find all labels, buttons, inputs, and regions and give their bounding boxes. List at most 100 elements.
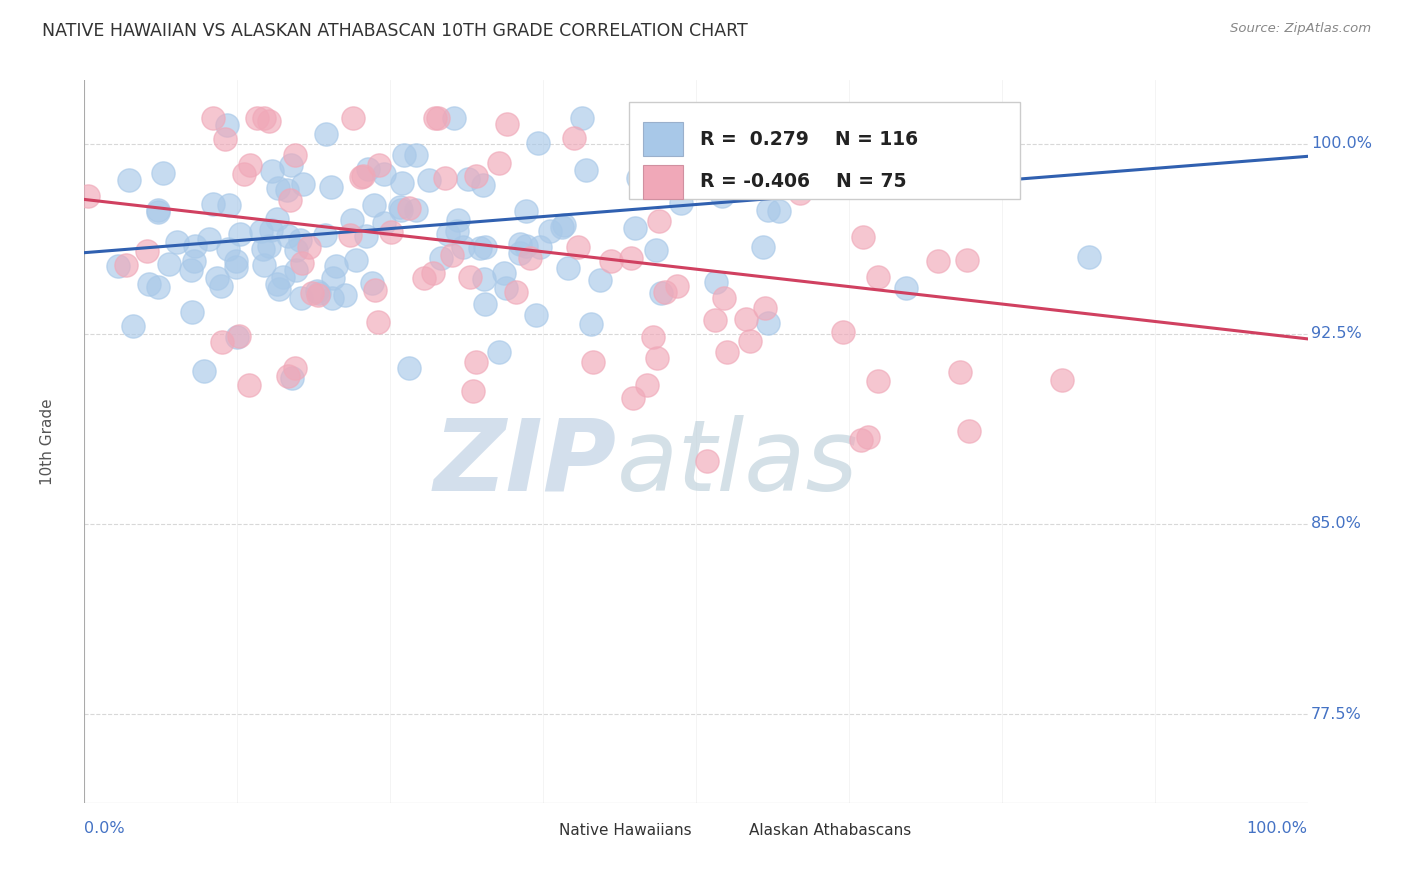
Point xyxy=(465,169,488,183)
Point xyxy=(768,203,790,218)
FancyBboxPatch shape xyxy=(644,165,682,199)
Point xyxy=(472,272,495,286)
Point xyxy=(218,198,240,212)
Point xyxy=(495,281,517,295)
Point xyxy=(599,254,621,268)
Point xyxy=(339,228,361,243)
Point xyxy=(211,335,233,350)
Point xyxy=(250,224,273,238)
Point xyxy=(636,378,658,392)
Point xyxy=(357,161,380,176)
Point xyxy=(135,244,157,258)
Text: 100.0%: 100.0% xyxy=(1247,821,1308,836)
Point xyxy=(267,180,290,194)
Text: 85.0%: 85.0% xyxy=(1312,516,1362,532)
Point xyxy=(440,248,463,262)
Point xyxy=(519,251,541,265)
Point xyxy=(298,240,321,254)
Point xyxy=(117,173,139,187)
Point xyxy=(509,245,531,260)
Point xyxy=(205,271,228,285)
Point xyxy=(277,229,299,244)
Point xyxy=(308,285,330,300)
Point xyxy=(894,281,917,295)
Point xyxy=(641,330,664,344)
Point xyxy=(789,186,811,200)
Point xyxy=(550,219,572,234)
Text: 100.0%: 100.0% xyxy=(1312,136,1372,151)
Point xyxy=(271,270,294,285)
Point xyxy=(344,253,367,268)
Point xyxy=(225,260,247,274)
Point xyxy=(239,158,262,172)
Point xyxy=(349,170,371,185)
Point xyxy=(849,434,872,448)
Point xyxy=(342,112,364,126)
Point xyxy=(301,285,323,300)
Point xyxy=(752,240,775,254)
Point xyxy=(380,225,402,239)
Text: 10th Grade: 10th Grade xyxy=(41,398,55,485)
Point xyxy=(392,147,415,161)
Point xyxy=(713,291,735,305)
Point xyxy=(257,114,280,128)
Point xyxy=(405,203,427,218)
Point xyxy=(740,334,762,349)
Point xyxy=(471,178,494,193)
Point xyxy=(446,212,468,227)
Point xyxy=(562,131,585,145)
Text: 0.0%: 0.0% xyxy=(84,821,125,836)
Point xyxy=(373,168,395,182)
Point xyxy=(181,304,204,318)
Point xyxy=(291,256,314,270)
Point xyxy=(553,218,575,232)
Point xyxy=(515,204,537,219)
Point xyxy=(567,240,589,254)
Text: Alaskan Athabascans: Alaskan Athabascans xyxy=(748,823,911,838)
Point xyxy=(288,233,311,247)
Point xyxy=(405,148,427,162)
Point xyxy=(949,365,972,379)
Point xyxy=(457,172,479,186)
Point xyxy=(315,127,337,141)
Point xyxy=(214,132,236,146)
Point xyxy=(648,213,671,227)
Point xyxy=(538,224,561,238)
Point xyxy=(495,116,517,130)
Point xyxy=(956,252,979,267)
Point xyxy=(474,297,496,311)
Point xyxy=(335,288,357,302)
Point xyxy=(252,242,274,256)
Point xyxy=(152,165,174,179)
Point xyxy=(180,263,202,277)
Point xyxy=(280,158,302,172)
Point xyxy=(284,360,307,375)
Point xyxy=(624,221,647,235)
Point xyxy=(292,177,315,191)
Point xyxy=(226,330,249,344)
Text: 77.5%: 77.5% xyxy=(1312,706,1362,722)
Point xyxy=(389,202,412,217)
FancyBboxPatch shape xyxy=(714,818,741,844)
Point xyxy=(704,275,727,289)
Text: R = -0.406    N = 75: R = -0.406 N = 75 xyxy=(700,172,905,192)
Point xyxy=(460,270,482,285)
Point xyxy=(581,355,603,369)
Point xyxy=(465,354,488,368)
Point xyxy=(367,315,389,329)
Point xyxy=(217,242,239,256)
Point xyxy=(122,318,145,333)
Point xyxy=(856,430,879,444)
Point xyxy=(138,277,160,292)
Point xyxy=(665,279,688,293)
Point xyxy=(1078,250,1101,264)
Point xyxy=(650,286,672,301)
Point xyxy=(183,254,205,268)
Point xyxy=(461,384,484,398)
Point xyxy=(307,285,329,299)
Point xyxy=(201,112,224,126)
Point xyxy=(571,112,593,126)
Point xyxy=(696,454,718,468)
Point xyxy=(319,179,342,194)
Point xyxy=(246,112,269,126)
